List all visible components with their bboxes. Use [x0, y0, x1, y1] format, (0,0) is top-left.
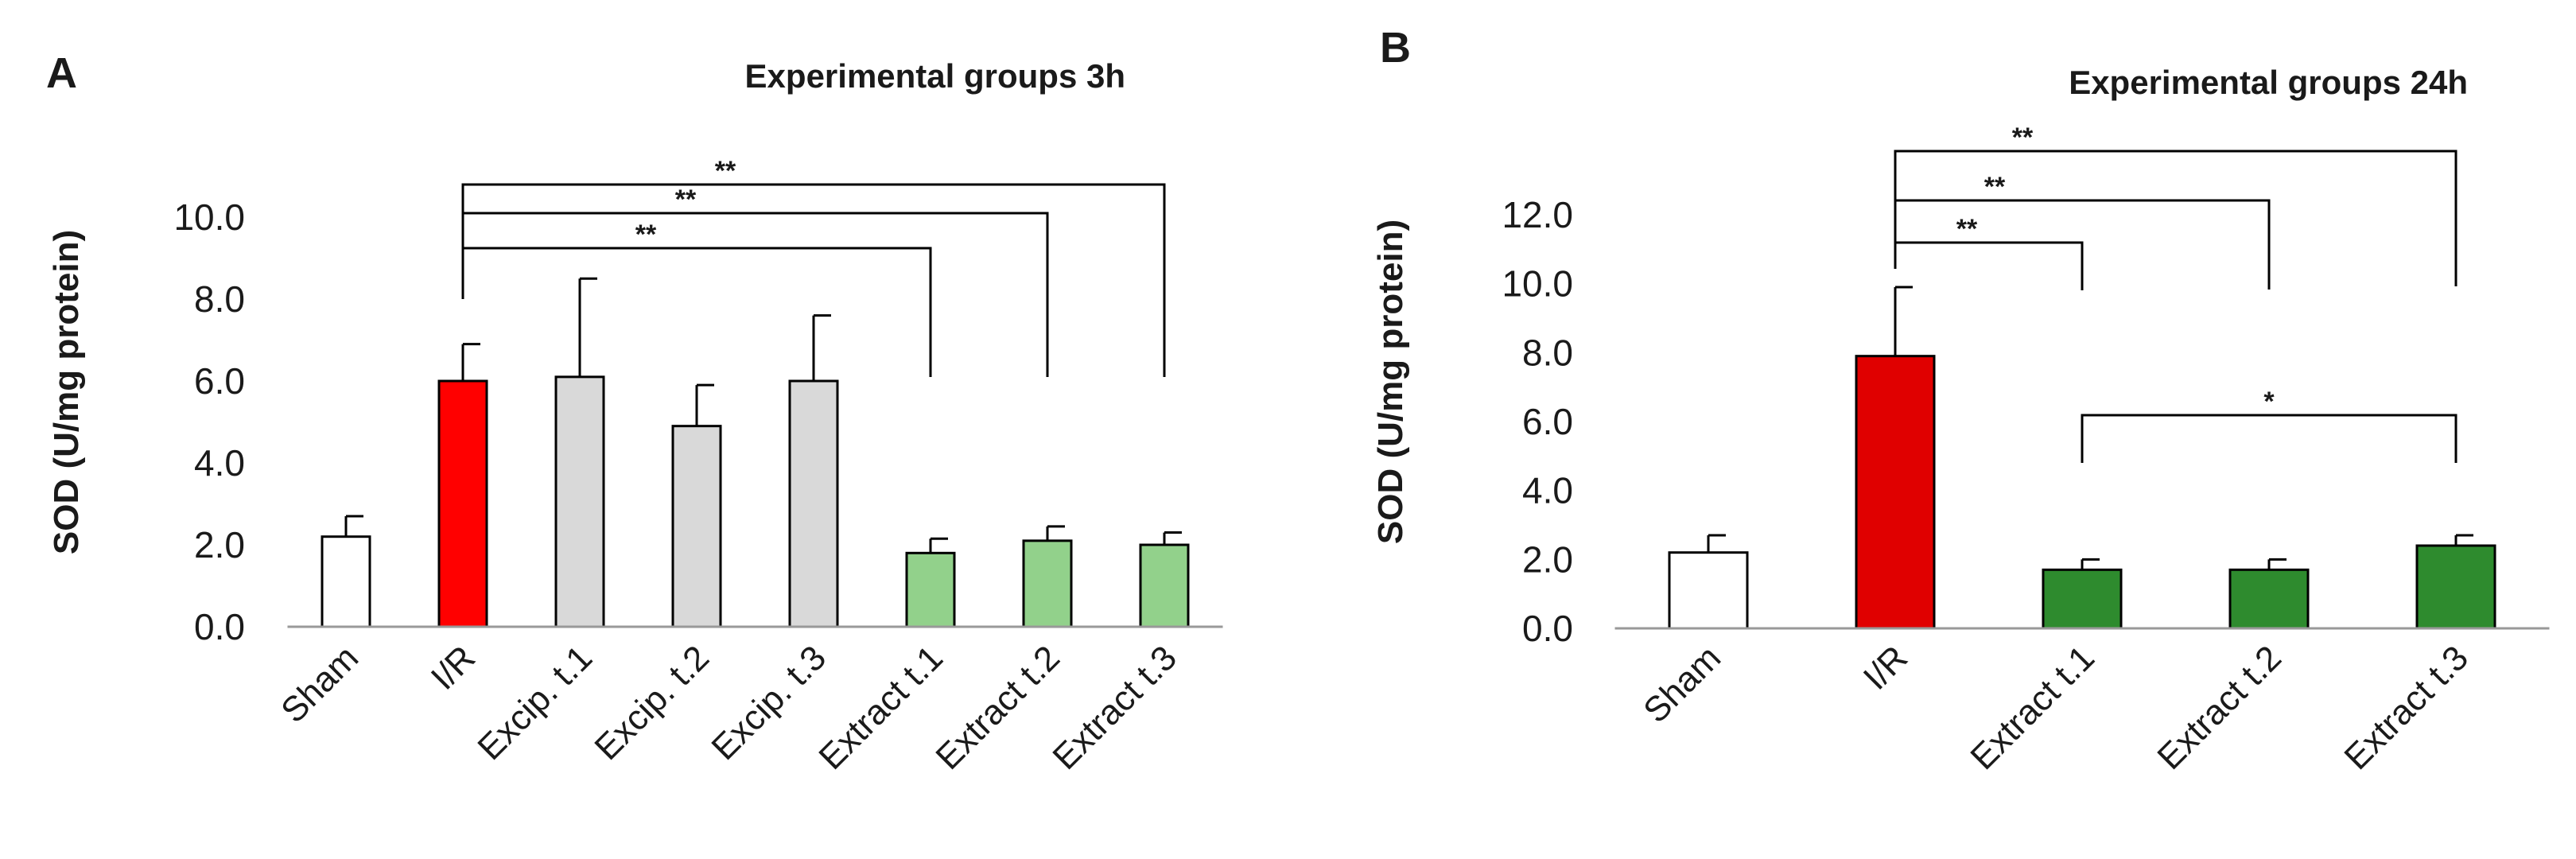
- x-tick-label: Extract t.2: [928, 638, 1067, 777]
- panel-b-label: B: [1380, 24, 1411, 72]
- y-tick-label: 10.0: [1502, 263, 1573, 305]
- bar: [321, 535, 371, 628]
- panel-b-x-ticks: Sham I/R Extract t.1 Extract t.2 Extract t.3: [1636, 638, 2476, 777]
- y-tick-label: 6.0: [194, 360, 245, 402]
- panel-a-bars: [321, 375, 1190, 628]
- panel-a-y-axis-label: SOD (U/mg protein): [47, 230, 86, 554]
- bar: [1022, 539, 1073, 628]
- y-tick-label: 8.0: [1522, 332, 1573, 373]
- bar: [2228, 568, 2310, 630]
- y-tick-label: 0.0: [1522, 608, 1573, 649]
- y-tick-label: 4.0: [1522, 470, 1573, 511]
- bar: [2042, 568, 2123, 630]
- significance-bracket: [461, 183, 1166, 377]
- x-tick-label: Sham: [1636, 638, 1728, 730]
- panel-b-y-ticks: 0.0 2.0 4.0 6.0 8.0 10.0 12.0: [1502, 194, 1573, 649]
- y-tick-label: 10.0: [173, 196, 245, 238]
- significance-label: *: [2263, 387, 2275, 417]
- bar: [1139, 543, 1190, 628]
- bar: [1668, 551, 1749, 630]
- x-tick-label: Extract t.1: [1963, 638, 2102, 777]
- x-tick-label: Excip. t.1: [470, 638, 600, 768]
- significance-label: **: [675, 185, 697, 215]
- panel-a-label: A: [46, 49, 77, 97]
- bar: [905, 551, 956, 628]
- significance-bracket: [461, 247, 932, 377]
- y-tick-label: 4.0: [194, 442, 245, 484]
- bar: [437, 379, 488, 628]
- panel-a-title: Experimental groups 3h: [745, 57, 1125, 95]
- panel-b-title: Experimental groups 24h: [2069, 64, 2468, 101]
- significance-bracket: [1894, 241, 2084, 290]
- panel-b-y-axis-label: SOD (U/mg protein): [1371, 220, 1410, 544]
- y-tick-label: 8.0: [194, 278, 245, 320]
- significance-label: **: [1984, 172, 2006, 202]
- significance-label: **: [635, 220, 657, 250]
- y-tick-label: 6.0: [1522, 401, 1573, 442]
- bar: [671, 425, 722, 628]
- panel-a-significance: ** ** **: [461, 156, 1166, 377]
- x-tick-label: Excip. t.2: [587, 638, 717, 768]
- significance-label: **: [715, 156, 736, 186]
- x-tick-label: I/R: [424, 638, 483, 697]
- panel-b-bars: [1668, 355, 2496, 630]
- x-tick-label: Extract t.1: [811, 638, 950, 777]
- significance-label: **: [2012, 122, 2034, 153]
- y-tick-label: 0.0: [194, 606, 245, 647]
- significance-bracket: [2081, 414, 2457, 463]
- x-tick-label: Extract t.2: [2150, 638, 2289, 777]
- bar: [2415, 544, 2496, 630]
- bar: [1855, 355, 1936, 630]
- significance-label: **: [1956, 214, 1978, 244]
- x-tick-label: Sham: [274, 638, 366, 730]
- y-tick-label: 12.0: [1502, 194, 1573, 235]
- bar: [788, 379, 839, 628]
- panel-b-error-bars: [1707, 286, 2473, 570]
- panel-b: B Experimental groups 24h SOD (U/mg prot…: [1371, 24, 2550, 777]
- panel-a: A Experimental groups 3h SOD (U/mg prote…: [46, 49, 1223, 777]
- significance-bracket: [1894, 150, 2457, 286]
- x-tick-label: I/R: [1856, 638, 1915, 697]
- y-tick-label: 2.0: [194, 524, 245, 566]
- panel-a-y-ticks: 0.0 2.0 4.0 6.0 8.0 10.0: [173, 196, 245, 647]
- y-tick-label: 2.0: [1522, 538, 1573, 580]
- x-tick-label: Extract t.3: [1045, 638, 1184, 777]
- x-tick-label: Extract t.3: [2337, 638, 2476, 777]
- bar: [554, 375, 605, 628]
- panel-a-error-bars: [344, 277, 1182, 554]
- significance-bracket: [461, 212, 1049, 377]
- panel-b-significance: *******: [1894, 122, 2457, 463]
